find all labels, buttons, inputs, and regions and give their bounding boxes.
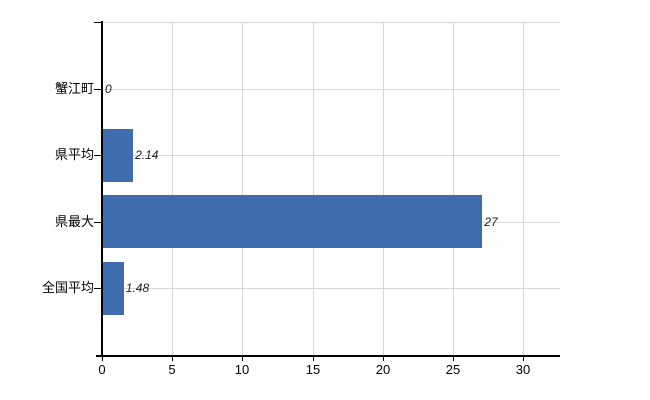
x-axis <box>96 355 560 357</box>
category-label: 県最大 <box>54 214 94 229</box>
horizontal-gridline <box>102 22 560 23</box>
x-tick <box>102 356 103 361</box>
x-tick <box>242 356 243 361</box>
value-label: 1.48 <box>125 281 150 295</box>
y-tick <box>94 89 102 90</box>
bar <box>103 262 124 315</box>
vertical-gridline <box>453 22 454 355</box>
x-tick-label: 0 <box>98 362 106 377</box>
y-tick <box>94 288 102 289</box>
bar <box>103 129 134 182</box>
x-tick-label: 10 <box>234 362 250 377</box>
x-tick-label: 5 <box>168 362 176 377</box>
y-axis <box>101 21 103 356</box>
vertical-gridline <box>172 22 173 355</box>
category-label: 県平均 <box>54 147 94 162</box>
x-tick <box>172 356 173 361</box>
y-tick <box>94 155 102 156</box>
vertical-gridline <box>383 22 384 355</box>
y-tick <box>94 22 102 23</box>
horizontal-gridline <box>102 89 560 90</box>
x-tick-label: 20 <box>375 362 391 377</box>
category-label: 蟹江町 <box>54 81 94 96</box>
horizontal-gridline <box>102 155 560 156</box>
vertical-gridline <box>313 22 314 355</box>
x-tick <box>313 356 314 361</box>
x-tick-label: 30 <box>515 362 531 377</box>
category-label: 全国平均 <box>41 280 94 295</box>
value-label: 27 <box>484 215 498 229</box>
vertical-gridline <box>242 22 243 355</box>
x-tick-label: 15 <box>305 362 321 377</box>
vertical-gridline <box>523 22 524 355</box>
x-tick <box>383 356 384 361</box>
value-label: 0 <box>105 82 112 96</box>
bar <box>103 195 483 248</box>
x-tick <box>453 356 454 361</box>
y-tick <box>94 222 102 223</box>
x-tick <box>523 356 524 361</box>
x-tick-label: 25 <box>445 362 461 377</box>
horizontal-gridline <box>102 288 560 289</box>
value-label: 2.14 <box>135 148 159 162</box>
